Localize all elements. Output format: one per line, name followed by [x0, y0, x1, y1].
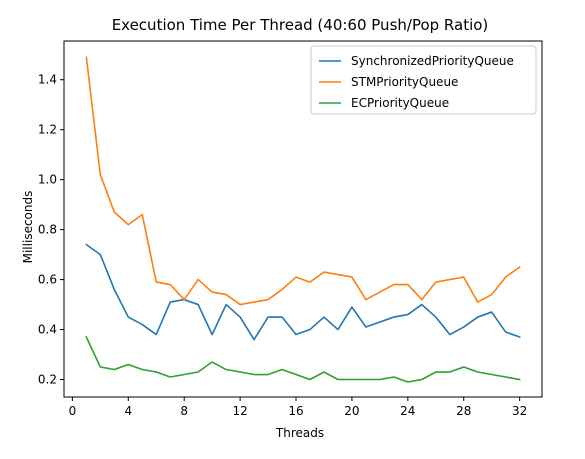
legend-label: SynchronizedPriorityQueue: [351, 54, 514, 68]
legend-label: STMPriorityQueue: [351, 75, 458, 89]
legend-box: [310, 45, 537, 115]
legend: SynchronizedPriorityQueue STMPriorityQueu…: [310, 45, 537, 115]
x-tick-label: 0: [69, 404, 77, 418]
y-tick-label: 0.4: [38, 323, 57, 337]
x-tick-label: 8: [180, 404, 188, 418]
chart-title: Execution Time Per Thread (40:60 Push/Po…: [112, 16, 489, 34]
legend-label: ECPriorityQueue: [351, 96, 449, 110]
x-tick-label: 20: [344, 404, 359, 418]
plot-area: 0 4 8 12 16 20 24 28 32 0.2 0.4 0.6 0.8 1.0 1.2 1.4: [38, 40, 543, 418]
y-tick-label: 0.2: [38, 373, 57, 387]
y-axis-title: Milliseconds: [21, 191, 35, 264]
x-tick-label: 16: [288, 404, 303, 418]
series-line-2: [85, 56, 521, 306]
x-tick-label: 4: [124, 404, 132, 418]
y-tick-label: 0.8: [38, 223, 57, 237]
series-line-1: [85, 243, 521, 341]
x-tick-label: 28: [456, 404, 471, 418]
x-axis-title: Threads: [275, 426, 324, 440]
plot-frame: [63, 40, 543, 398]
y-tick-label: 0.6: [38, 273, 57, 287]
x-tick-label: 24: [400, 404, 415, 418]
x-tick-label: 12: [232, 404, 247, 418]
y-tick-label: 1.4: [38, 73, 57, 87]
series-line-3: [85, 335, 521, 383]
y-tick-label: 1.2: [38, 123, 57, 137]
x-tick-label: 32: [512, 404, 527, 418]
y-tick-label: 1.0: [38, 173, 57, 187]
